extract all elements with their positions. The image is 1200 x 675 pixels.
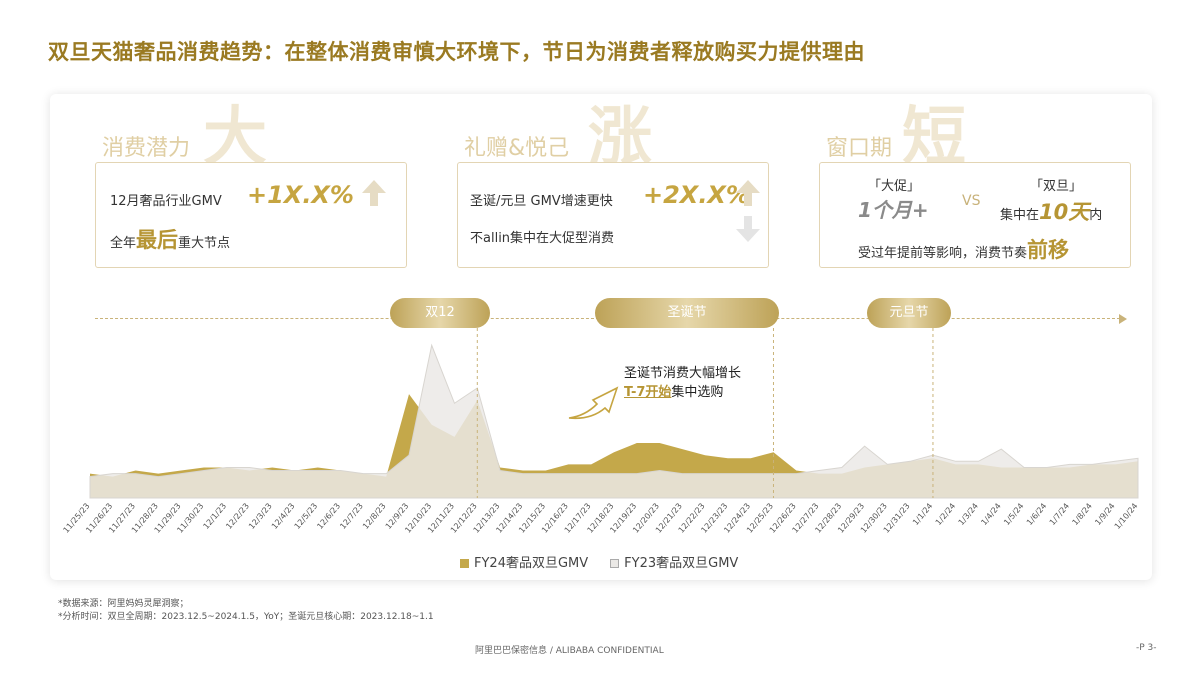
page-title: 双旦天猫奢品消费趋势：在整体消费审慎大环境下，节日为消费者释放购买力提供理由	[48, 40, 865, 64]
event-pill-christmas: 圣诞节	[595, 298, 779, 328]
legend-item-fy24: FY24奢品双旦GMV	[460, 552, 588, 571]
card1-box	[95, 162, 407, 268]
card3-a-value: 1个月+	[858, 198, 929, 222]
card2-metric: +2X.X%	[643, 181, 750, 209]
curved-arrow-icon	[568, 386, 619, 420]
x-tick-label: 1/3/24	[957, 502, 980, 528]
source-note: *数据来源：阿里妈妈灵犀洞察；	[58, 599, 189, 609]
card2-box	[457, 162, 769, 268]
event-pill-newyear: 元旦节	[867, 298, 951, 328]
up-arrow-icon	[362, 180, 386, 206]
event-pill-double12: 双12	[390, 298, 490, 328]
vs-label: VS	[962, 193, 981, 209]
card2-label: 礼赠&悦己	[464, 136, 570, 161]
x-tick-label: 1/7/24	[1048, 502, 1071, 528]
x-tick-label: 1/4/24	[979, 502, 1002, 528]
card2-big-char: 涨	[588, 101, 652, 175]
x-tick-label: 12/8/23	[361, 502, 388, 531]
card2-line1: 圣诞/元旦 GMV增速更快	[470, 194, 613, 209]
card3-big-char: 短	[902, 101, 966, 175]
x-tick-label: 1/10/24	[1113, 502, 1140, 531]
x-tick-label: 12/3/23	[247, 502, 274, 531]
card3-a-title: 「大促」	[868, 179, 921, 194]
card3-b-line: 集中在10天内	[1000, 200, 1103, 224]
page-number: -P 3-	[1136, 643, 1157, 653]
x-tick-label: 1/1/24	[911, 502, 934, 528]
x-tick-label: 12/4/23	[270, 502, 297, 531]
period-note: *分析时间：双旦全周期：2023.12.5~2024.1.5，YoY；圣诞元旦核…	[58, 612, 434, 622]
chart-legend: FY24奢品双旦GMV FY23奢品双旦GMV	[460, 552, 738, 571]
x-tick-label: 1/6/24	[1025, 502, 1048, 528]
card3-b-title: 「双旦」	[1030, 179, 1083, 194]
x-tick-label: 12/1/23	[202, 502, 229, 531]
card2-line2: 不allin集中在大促型消费	[470, 231, 615, 246]
card1-line2: 全年最后重大节点	[110, 228, 231, 252]
confidential-label: 阿里巴巴保密信息 / ALIBABA CONFIDENTIAL	[475, 646, 664, 656]
gmv-area-chart: 11/25/2311/26/2311/27/2311/28/2311/29/23…	[62, 328, 1140, 535]
x-tick-label: 12/6/23	[315, 502, 342, 531]
series-area-fy23	[89, 343, 1139, 499]
card1-line1: 12月奢品行业GMV	[110, 194, 222, 209]
card1-label: 消费潜力	[102, 136, 191, 161]
card3-line2: 受过年提前等影响，消费节奏前移	[858, 238, 1070, 262]
down-arrow-icon	[736, 216, 760, 242]
card3-label: 窗口期	[826, 136, 893, 161]
x-tick-label: 1/2/24	[934, 502, 957, 528]
x-tick-label: 1/8/24	[1071, 502, 1094, 528]
card3-box	[819, 162, 1131, 268]
x-tick-label: 12/7/23	[338, 502, 365, 531]
legend-item-fy23: FY23奢品双旦GMV	[610, 552, 738, 571]
christmas-annotation: 圣诞节消费大幅增长 T-7开始集中选购	[624, 366, 742, 400]
card1-metric: +1X.X%	[247, 181, 354, 209]
card1-big-char: 大	[203, 101, 267, 175]
x-tick-label: 12/5/23	[293, 502, 320, 531]
x-tick-label: 1/5/24	[1002, 502, 1025, 528]
up-arrow-icon	[736, 180, 760, 206]
x-tick-label: 12/2/23	[224, 502, 251, 531]
